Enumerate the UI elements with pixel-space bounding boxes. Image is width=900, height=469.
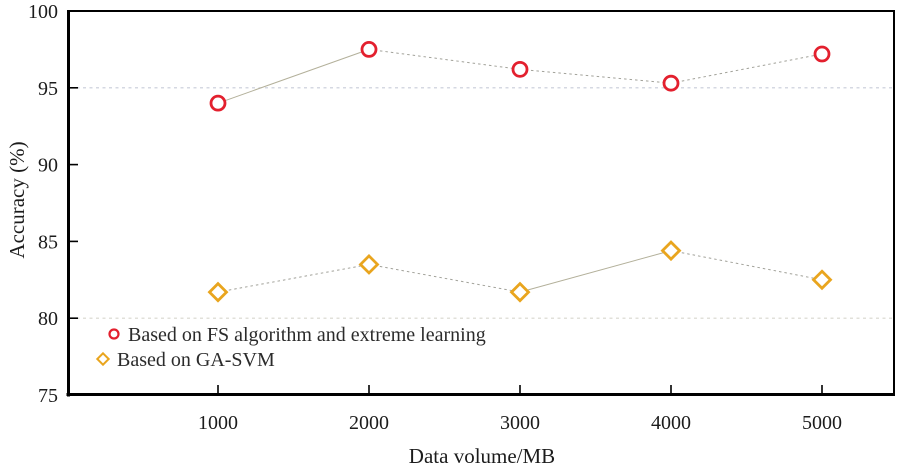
- series-0-segment-1: [368, 48, 521, 70]
- y-tick-label-95: 95: [38, 78, 58, 100]
- series-1-segment-2: [519, 250, 672, 293]
- series-0-segment-0: [217, 48, 370, 104]
- x-tick-label-2000: 2000: [349, 412, 389, 434]
- x-axis-title: Data volume/MB: [408, 444, 556, 468]
- x-tick-label-1000: 1000: [198, 412, 238, 434]
- data-point-circle-5000: [813, 45, 831, 63]
- data-point-circle-2000: [360, 41, 378, 58]
- x-tick-label-3000: 3000: [500, 412, 540, 434]
- data-point-circle-1000: [209, 94, 227, 112]
- y-tick-label-100: 100: [28, 1, 58, 23]
- x-tick-label-4000: 4000: [651, 412, 691, 434]
- series-1-segment-1: [368, 263, 521, 293]
- data-point-diamond-1000: [207, 281, 229, 303]
- y-tick-label-80: 80: [38, 308, 58, 330]
- legend-circle-icon: [108, 328, 120, 340]
- series-1-segment-0: [217, 263, 370, 293]
- data-point-circle-3000: [511, 60, 529, 78]
- data-point-diamond-3000: [509, 281, 531, 303]
- legend-label-series-1: Based on GA-SVM: [117, 349, 275, 371]
- data-point-circle-4000: [662, 74, 680, 92]
- legend-diamond-icon: [95, 351, 111, 367]
- y-tick-label-85: 85: [38, 231, 58, 253]
- x-tick-label-5000: 5000: [802, 412, 842, 434]
- series-0-segment-3: [670, 53, 823, 84]
- y-tick-label-75: 75: [38, 385, 58, 407]
- series-1-segment-3: [670, 250, 823, 281]
- y-axis-title: Accuracy (%): [5, 141, 29, 259]
- data-point-diamond-2000: [358, 253, 380, 275]
- y-tick-label-90: 90: [38, 155, 58, 177]
- data-point-diamond-4000: [660, 240, 682, 262]
- legend-label-series-0: Based on FS algorithm and extreme learni…: [128, 324, 486, 346]
- data-point-diamond-5000: [811, 269, 833, 291]
